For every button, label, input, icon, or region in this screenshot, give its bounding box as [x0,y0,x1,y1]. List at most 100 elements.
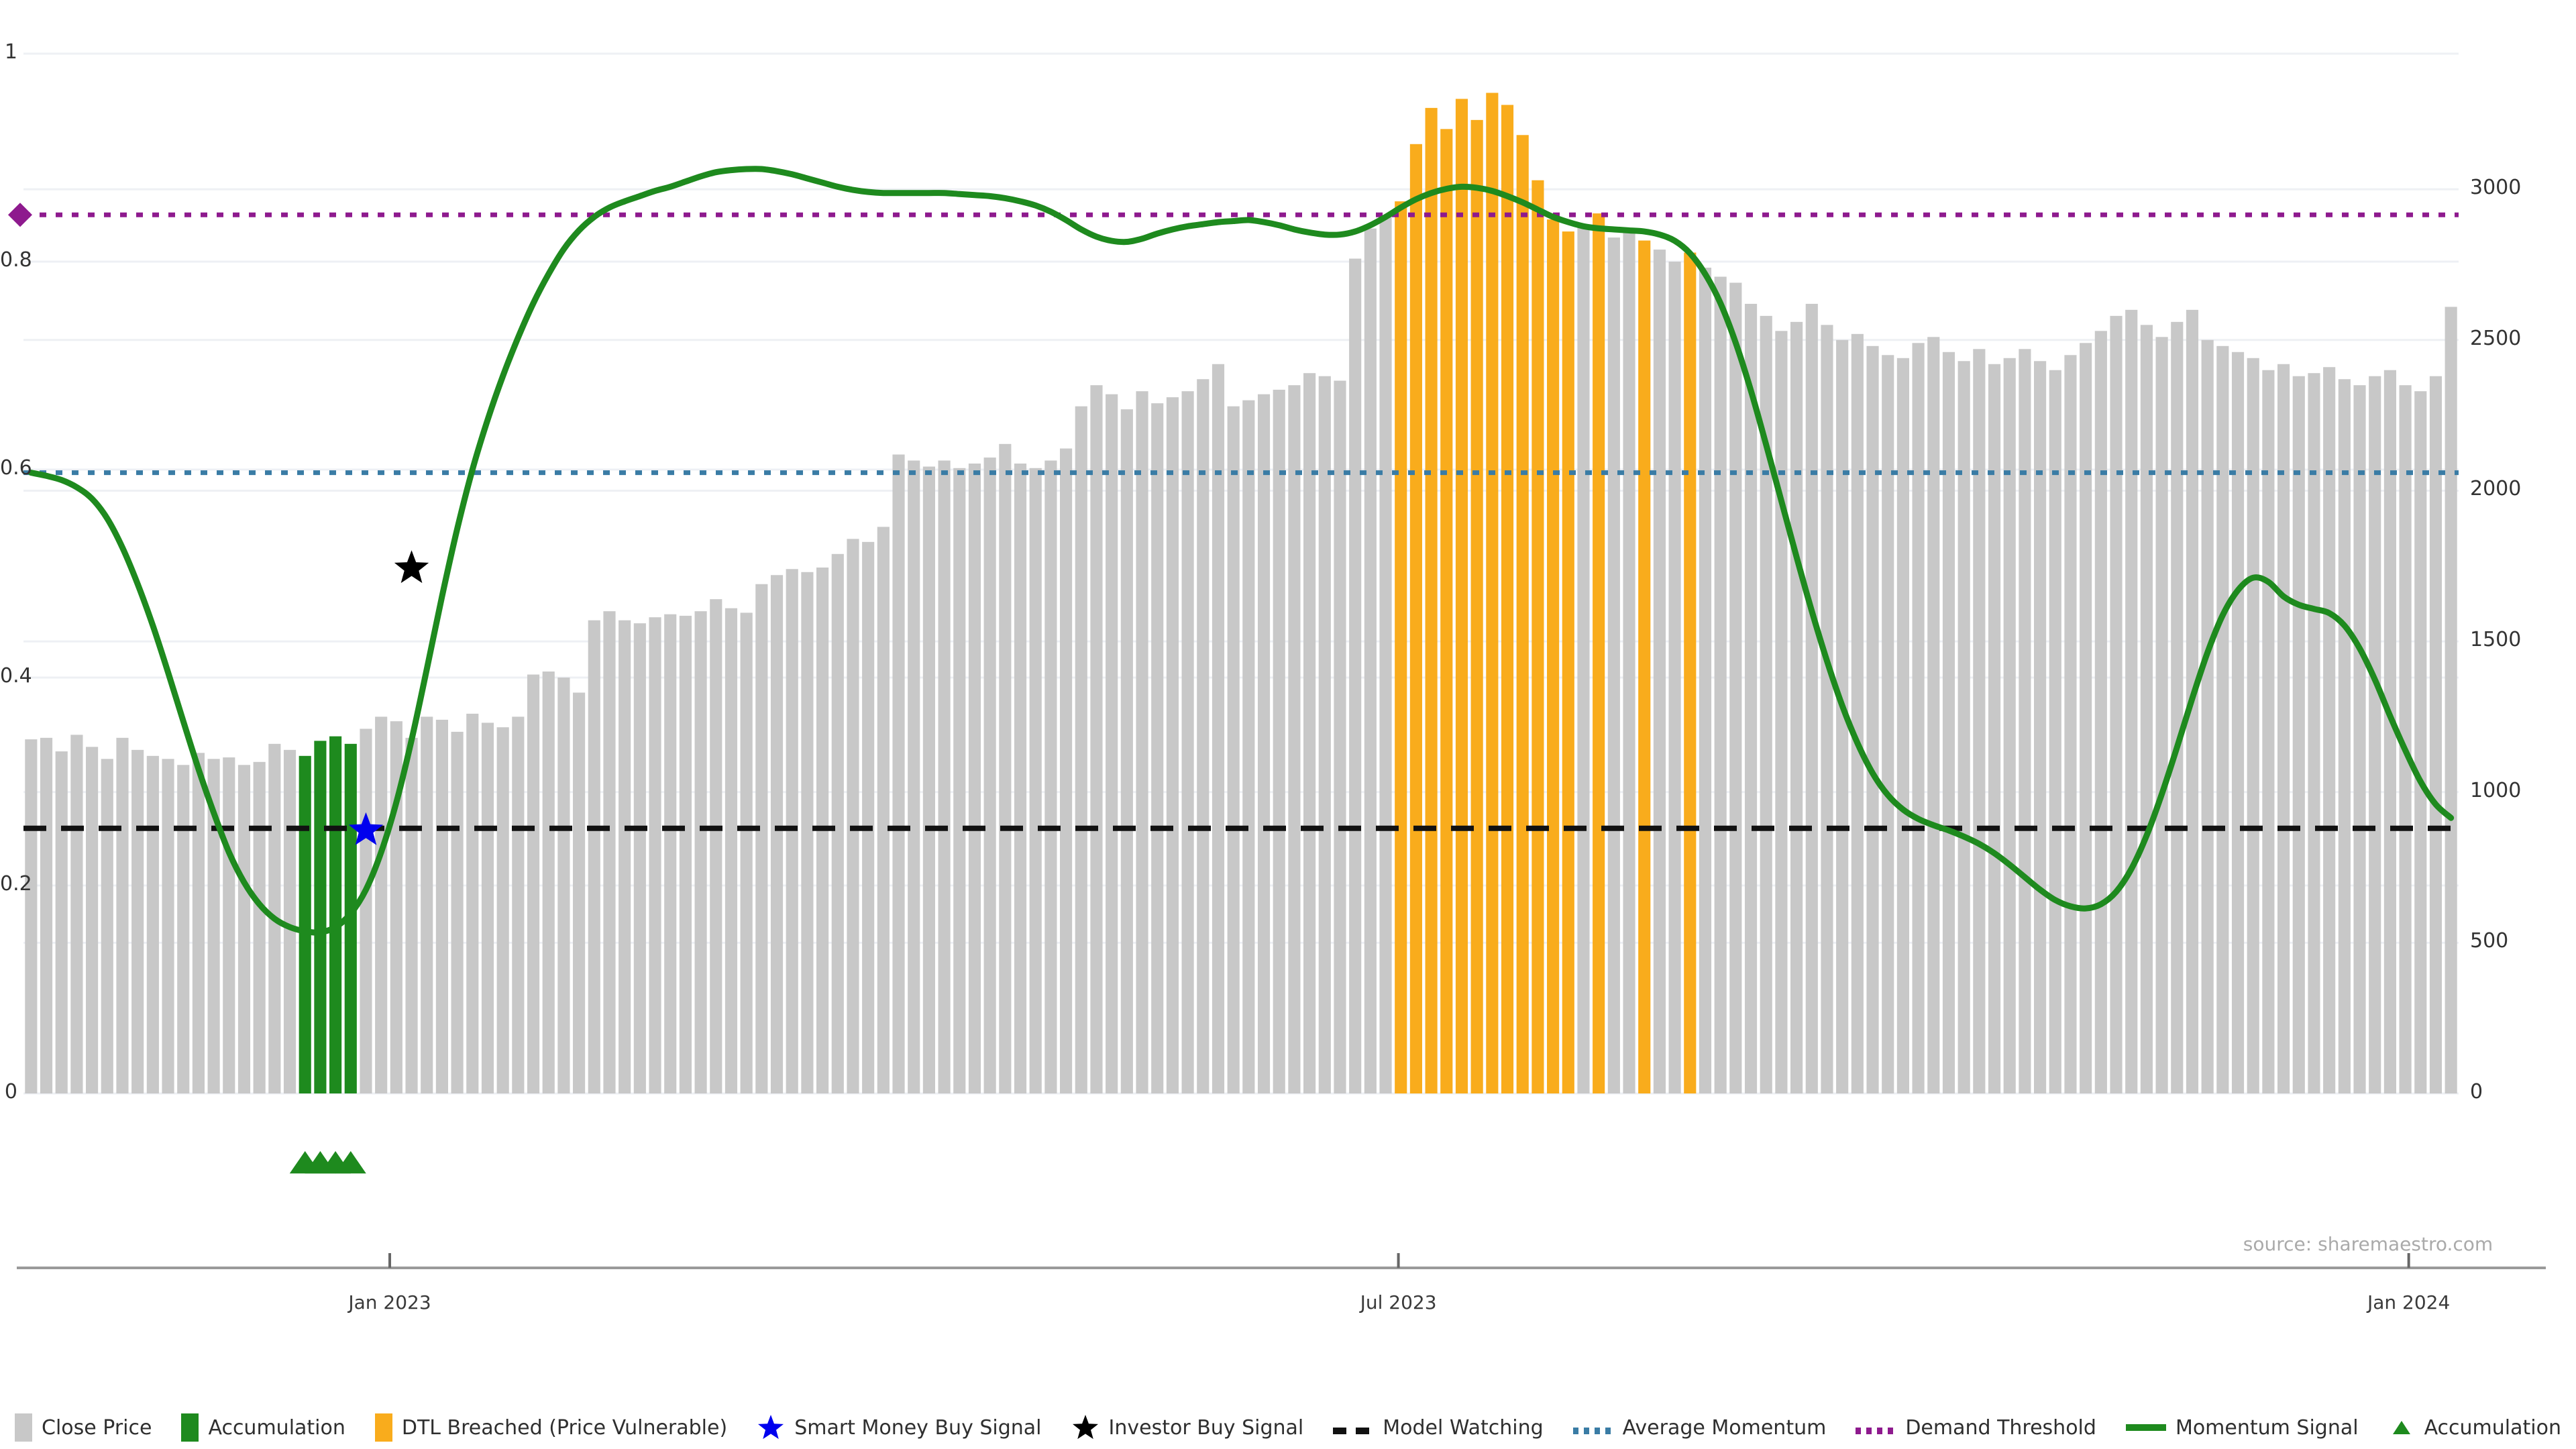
bar-dtl-breached [1593,213,1605,1093]
bar-close-price [146,755,159,1093]
bar-accumulation [314,741,327,1093]
bar-close-price [1166,397,1179,1094]
bar-close-price [1851,333,1864,1094]
legend-accumulation-marker[interactable]: Accumulation [2388,1414,2561,1441]
bar-close-price [70,735,83,1093]
bar-dtl-breached [1409,144,1422,1094]
legend-demand-threshold[interactable]: Demand Threshold [1856,1416,2096,1440]
y-axis-left-tick: 0.6 [0,456,32,480]
legend-model-watching[interactable]: Model Watching [1333,1415,1544,1440]
y-axis-right-tick: 1500 [2470,628,2522,652]
legend-close-price[interactable]: Close Price [15,1413,152,1442]
legend-line-icon [2125,1424,2166,1431]
bar-close-price [2399,385,2412,1093]
bar-close-price [1257,394,1271,1093]
legend-smart-money-buy[interactable]: Smart Money Buy Signal [757,1413,1042,1442]
bar-close-price [1866,345,1879,1093]
bar-close-price [2414,391,2427,1093]
bar-close-price [512,716,525,1093]
y-axis-right-tick: 3000 [2470,176,2522,200]
bar-dtl-breached [1395,201,1407,1094]
bar-close-price [1836,339,1849,1094]
bar-close-price [1273,389,1285,1093]
legend-dotted-line-icon [1572,1424,1613,1434]
bar-close-price [1973,349,1986,1094]
bar-close-price [1136,391,1148,1093]
bar-close-price [2308,373,2320,1093]
bar-close-price [2338,379,2351,1093]
bar-close-price [1288,385,1301,1093]
bar-close-price [1790,321,1803,1093]
bar-close-price [2429,376,2443,1093]
bar-close-price [1744,303,1758,1093]
legend-investor-buy[interactable]: Investor Buy Signal [1071,1413,1304,1442]
bar-close-price [770,575,784,1093]
bar-close-price [633,623,646,1093]
bar-close-price [2064,355,2077,1093]
bar-close-price [847,539,859,1093]
bar-close-price [466,713,479,1093]
bar-dtl-breached [1501,105,1514,1093]
bar-close-price [2231,352,2245,1093]
bar-close-price [801,572,814,1093]
legend-momentum-signal[interactable]: Momentum Signal [2125,1416,2359,1440]
bar-close-price [1090,385,1103,1093]
legend-swatch-square-icon [374,1413,392,1442]
bar-close-price [922,466,935,1093]
smart-money-buy-signal [348,812,384,845]
legend-item-label: Investor Buy Signal [1108,1415,1304,1440]
bar-close-price [253,761,266,1093]
bar-dtl-breached [1516,135,1529,1094]
bar-close-price [283,749,297,1093]
legend-average-momentum[interactable]: Average Momentum [1572,1415,1827,1440]
bar-dtl-breached [1532,180,1544,1093]
bar-close-price [862,541,875,1093]
bar-dtl-breached [1440,129,1453,1093]
bar-close-price [1075,406,1087,1094]
legend-item-label: Accumulation [208,1415,345,1440]
bar-close-price [740,612,753,1093]
bar-close-price [2216,345,2229,1093]
bar-close-price [55,751,68,1093]
bar-dtl-breached [1455,99,1468,1093]
bar-close-price [1106,394,1118,1093]
legend-dtl-breached[interactable]: DTL Breached (Price Vulnerable) [374,1413,727,1442]
bar-close-price [938,460,951,1093]
bar-close-price [2034,361,2047,1093]
bar-close-price [360,729,372,1093]
y-axis-left-tick: 1 [4,40,17,64]
bar-close-price [2080,343,2092,1094]
bar-close-price [1988,364,2001,1093]
x-axis-tick-label: Jan 2023 [348,1291,431,1313]
bar-close-price [1029,468,1042,1093]
bar-close-price [694,611,707,1093]
bar-close-price [573,692,586,1093]
bar-close-price [207,759,220,1093]
bar-close-price [1882,355,1894,1093]
bar-close-price [1957,361,1970,1093]
bar-close-price [1805,303,1818,1093]
bar-close-price [1044,460,1057,1093]
bar-close-price [968,464,981,1093]
bar-close-price [1303,373,1316,1093]
bar-close-price [1120,409,1133,1093]
bar-close-price [1714,276,1727,1094]
bar-close-price [1212,364,1225,1093]
legend-accumulation-bar[interactable]: Accumulation [181,1413,345,1442]
bar-close-price [2201,339,2214,1094]
bar-close-price [101,759,113,1093]
bar-close-price [999,443,1012,1093]
y-axis-left-tick: 0.8 [0,248,32,272]
bar-close-price [542,672,555,1093]
bar-close-price [2353,385,2366,1093]
bar-close-price [2323,367,2336,1094]
legend-item-label: Model Watching [1383,1415,1544,1440]
bar-dtl-breached [1547,219,1560,1093]
bar-close-price [2125,309,2138,1094]
bar-close-price [1927,337,1940,1093]
bar-close-price [1364,228,1377,1093]
demand-threshold-diamond-marker [8,203,32,227]
legend-item-label: Average Momentum [1622,1415,1827,1440]
bar-close-price [1942,352,1955,1093]
